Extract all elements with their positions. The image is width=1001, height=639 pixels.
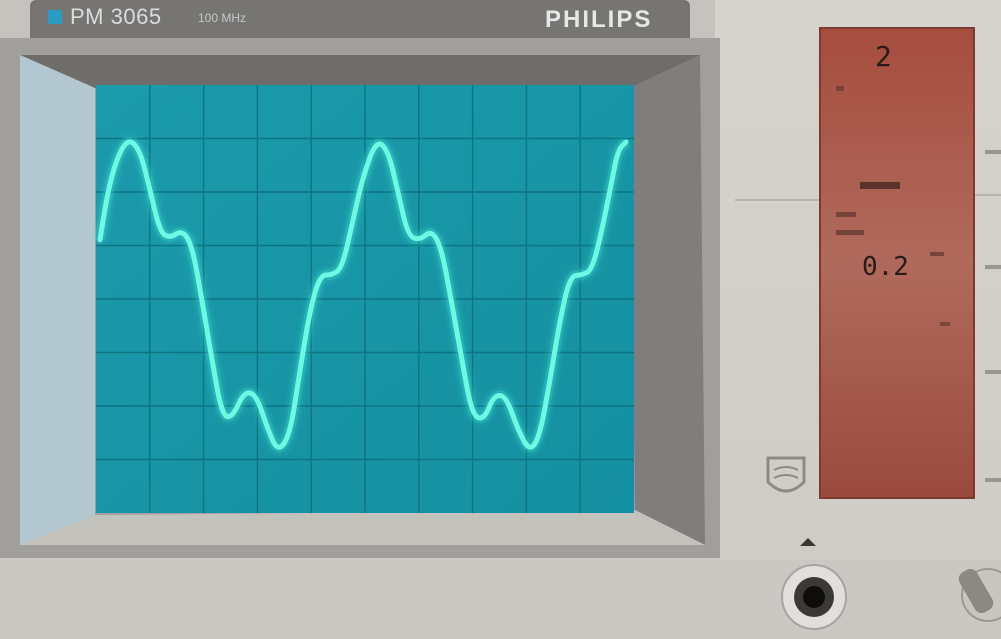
readout-top-value: 2 [875,40,892,73]
readout-mid-value: 0.2 [862,252,909,282]
bandwidth-label: 100 MHz [198,11,247,25]
bnc-connector-icon[interactable] [781,564,847,630]
model-label: PM 3065 [70,4,162,29]
knob-icon[interactable] [956,566,1001,622]
model-badge-icon [48,10,62,24]
brand-label: PHILIPS [545,6,653,33]
waveform-trace [97,139,629,450]
graticule [96,85,634,513]
digital-readout [819,27,975,499]
philips-logo-icon [766,456,806,493]
bottom-panel [0,552,1001,639]
header-strip [30,0,690,48]
